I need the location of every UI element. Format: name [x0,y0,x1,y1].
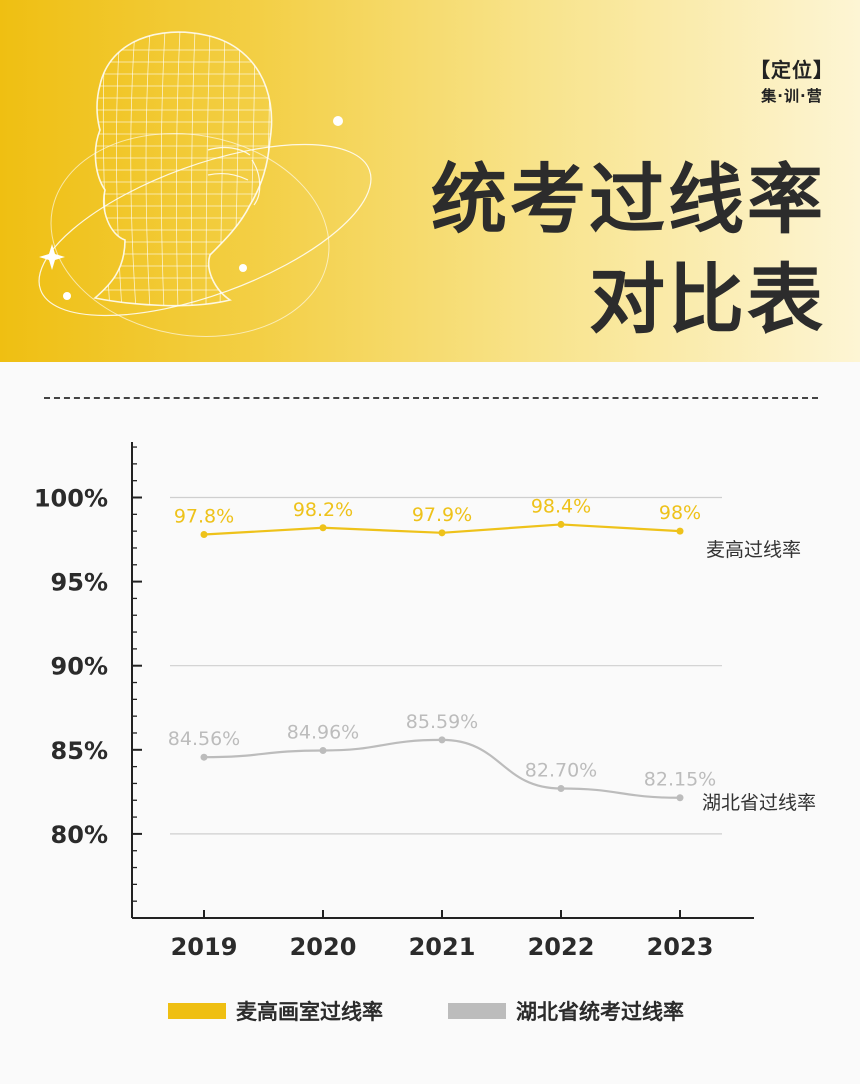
page-title-line1: 统考过线率 [431,155,826,244]
pass-rate-line-chart: 100% 95% 90% 85% 80% 2019 2020 2021 2022 2023 97.8… [34,442,816,961]
y-tick-label: 100% [34,485,108,513]
y-tick-label: 80% [51,821,108,849]
dashed-divider [44,397,818,399]
data-point [200,753,208,761]
data-label: 97.9% [412,504,472,526]
badge-subtitle: 集·训·营 [761,87,823,105]
series-end-label-2: 湖北省过线率 [702,792,816,814]
series-end-label-1: 麦高过线率 [706,539,801,561]
x-tick-label: 2020 [290,933,357,961]
chart-legend: 麦高画室过线率 湖北省统考过线率 [0,996,860,1026]
legend-label-secondary: 湖北省统考过线率 [516,1000,684,1024]
x-tick-label: 2022 [528,933,595,961]
data-point [200,531,208,539]
data-point [438,529,446,537]
data-point [676,527,684,535]
y-tick-label: 85% [51,737,108,765]
data-point [557,784,565,792]
data-label: 84.96% [287,721,359,743]
x-tick-label: 2023 [647,933,714,961]
data-label: 84.56% [168,728,240,750]
page-title-line2: 对比表 [589,255,826,344]
data-label: 82.15% [644,769,716,791]
data-label: 98% [659,502,701,524]
camp-badge: 【定位】 集·训·营 [750,54,834,106]
data-point [438,736,446,744]
legend-item-secondary: 湖北省统考过线率 [448,996,684,1026]
badge-title: 【定位】 [750,58,834,82]
data-label: 97.8% [174,506,234,528]
data-point [557,520,565,528]
legend-label-primary: 麦高画室过线率 [236,1000,383,1024]
x-tick-label: 2021 [409,933,476,961]
y-tick-label: 95% [51,569,108,597]
data-point [676,794,684,802]
data-label: 85.59% [406,711,478,733]
data-label: 82.70% [525,759,597,781]
series-line-2 [203,738,681,799]
y-tick-label: 90% [51,653,108,681]
legend-swatch-secondary [448,1003,506,1019]
x-tick-label: 2019 [171,933,238,961]
legend-swatch-primary [168,1003,226,1019]
header-banner: 【定位】 集·训·营 统考过线率 对比表 [0,0,860,362]
data-point [319,524,327,532]
legend-item-primary: 麦高画室过线率 [168,996,383,1026]
data-label: 98.4% [531,495,591,517]
data-point [319,746,327,754]
data-label: 98.2% [293,499,353,521]
wireframe-head-illustration [38,31,372,337]
